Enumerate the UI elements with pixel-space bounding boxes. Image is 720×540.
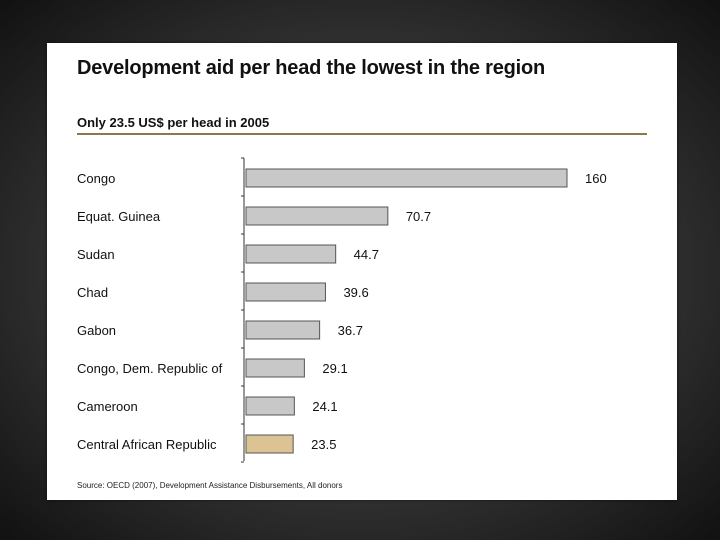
title-divider [77,133,647,135]
value-label: 70.7 [406,209,431,224]
chart-subtitle: Only 23.5 US$ per head in 2005 [77,115,270,130]
category-label: Sudan [77,247,115,262]
value-label: 24.1 [312,399,337,414]
bar [245,282,326,302]
value-label: 44.7 [354,247,379,262]
category-label: Congo, Dem. Republic of [77,361,223,376]
bar [245,168,568,188]
bar [245,434,294,454]
category-label: Gabon [77,323,116,338]
value-label: 160 [585,171,607,186]
bar [245,320,321,340]
value-label: 36.7 [338,323,363,338]
source-note: Source: OECD (2007), Development Assista… [77,481,343,490]
bar [245,206,389,226]
page-title: Development aid per head the lowest in t… [77,57,546,79]
bar [245,396,295,416]
category-label: Congo [77,171,115,186]
category-label: Chad [77,285,108,300]
value-label: 29.1 [322,361,347,376]
bar [245,358,305,378]
bar [245,244,337,264]
category-label: Cameroon [77,399,138,414]
category-label: Equat. Guinea [77,209,161,224]
slide: Development aid per head the lowest in t… [47,43,677,500]
value-label: 39.6 [343,285,368,300]
category-label: Central African Republic [77,437,217,452]
bar-chart: Congo 160 Equat. Guinea 70.7 Sudan 44.7 Chad 39… [77,157,607,463]
value-label: 23.5 [311,437,336,452]
